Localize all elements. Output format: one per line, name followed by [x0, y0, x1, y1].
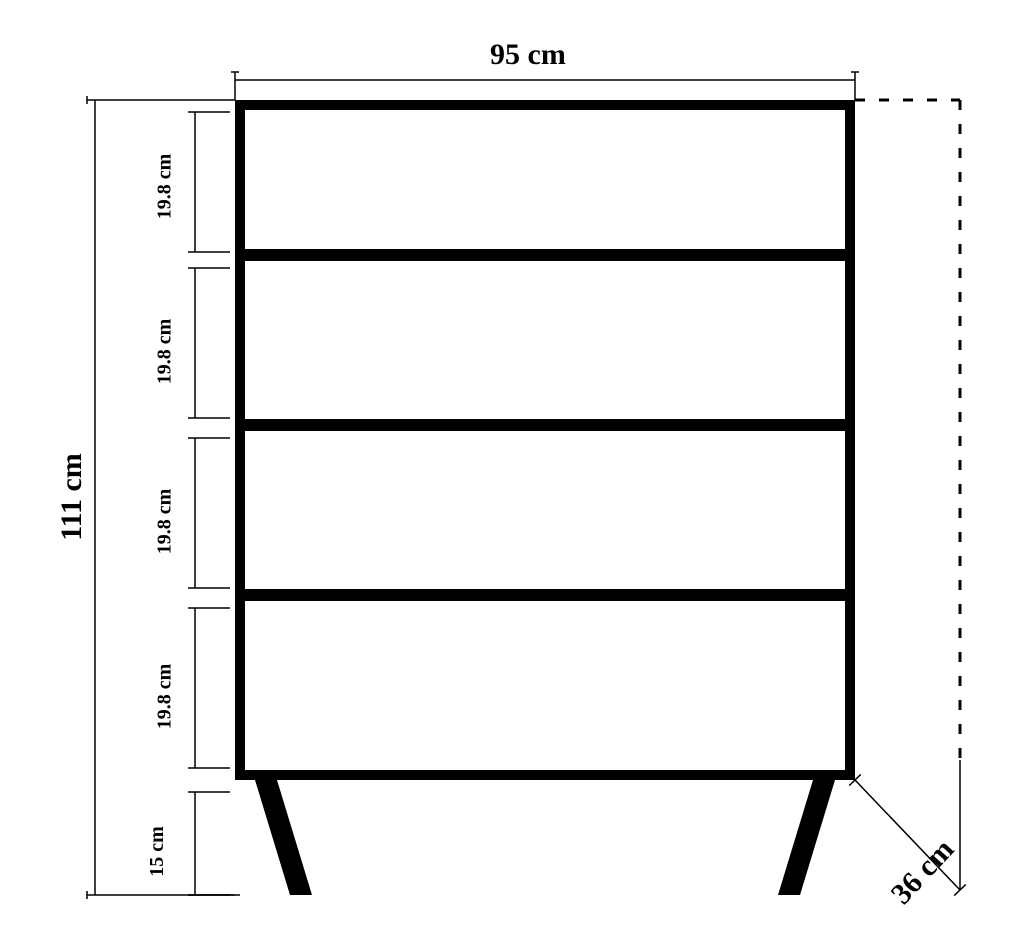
- drawer1-label: 19.8 cm: [153, 154, 176, 220]
- legs-label: 15 cm: [146, 826, 169, 877]
- dimension-diagram: [0, 0, 1020, 952]
- height-label: 111 cm: [55, 453, 89, 541]
- drawer2-label: 19.8 cm: [153, 319, 176, 385]
- width-label: 95 cm: [490, 38, 566, 72]
- drawer4-label: 19.8 cm: [153, 664, 176, 730]
- drawer3-label: 19.8 cm: [153, 489, 176, 555]
